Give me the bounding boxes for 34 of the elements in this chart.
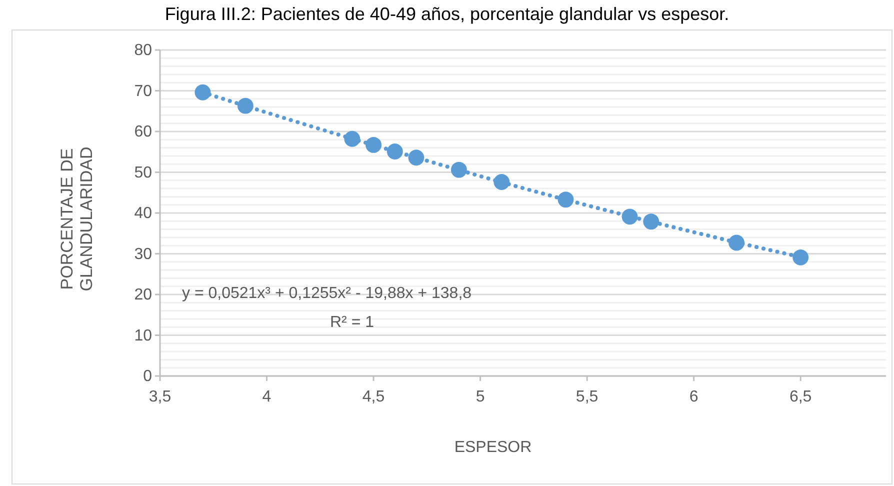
point bbox=[344, 130, 360, 147]
point bbox=[450, 162, 467, 178]
y-tick-label: 80 bbox=[134, 42, 152, 60]
x-tick-label: 4 bbox=[262, 388, 272, 406]
annotation: y = 0,0521x³ + 0,1255x² - 19,88x + 138,8 bbox=[182, 285, 472, 302]
x-tick-label: 5,5 bbox=[576, 388, 598, 406]
annotation: R² = 1 bbox=[330, 314, 374, 331]
point bbox=[558, 192, 574, 208]
x-tick-label: 5 bbox=[476, 388, 485, 406]
y-tick-label: 30 bbox=[134, 246, 152, 263]
point bbox=[643, 214, 660, 230]
point bbox=[194, 84, 211, 100]
x-tick-label: 6 bbox=[689, 388, 698, 406]
chart-title: Figura III.2: Pacientes de 40-49 años, porcentaje glandular vs espesor. bbox=[164, 4, 730, 24]
y-axis-title: PORCENTAJE DE GLANDULARIDAD bbox=[58, 146, 96, 292]
point bbox=[366, 136, 382, 153]
point bbox=[237, 98, 254, 114]
y-tick-label: 10 bbox=[134, 327, 152, 344]
y-tick-label: 0 bbox=[143, 368, 152, 386]
point bbox=[408, 150, 424, 166]
y-tick-label: 60 bbox=[134, 124, 152, 141]
y-tick-label: 20 bbox=[134, 286, 152, 304]
y-tick-label: 40 bbox=[134, 205, 152, 222]
x-tick-label: 6,5 bbox=[789, 388, 812, 406]
x-tick-label: 4,5 bbox=[362, 388, 385, 406]
point bbox=[494, 174, 510, 190]
y-tick-label: 70 bbox=[134, 82, 152, 100]
x-axis-title: ESPESOR bbox=[454, 439, 532, 456]
point bbox=[386, 144, 403, 160]
x-tick-label: 3,5 bbox=[148, 388, 172, 406]
point bbox=[728, 234, 745, 251]
y-tick-label: 50 bbox=[134, 164, 152, 182]
point bbox=[792, 249, 809, 266]
point bbox=[622, 208, 638, 225]
